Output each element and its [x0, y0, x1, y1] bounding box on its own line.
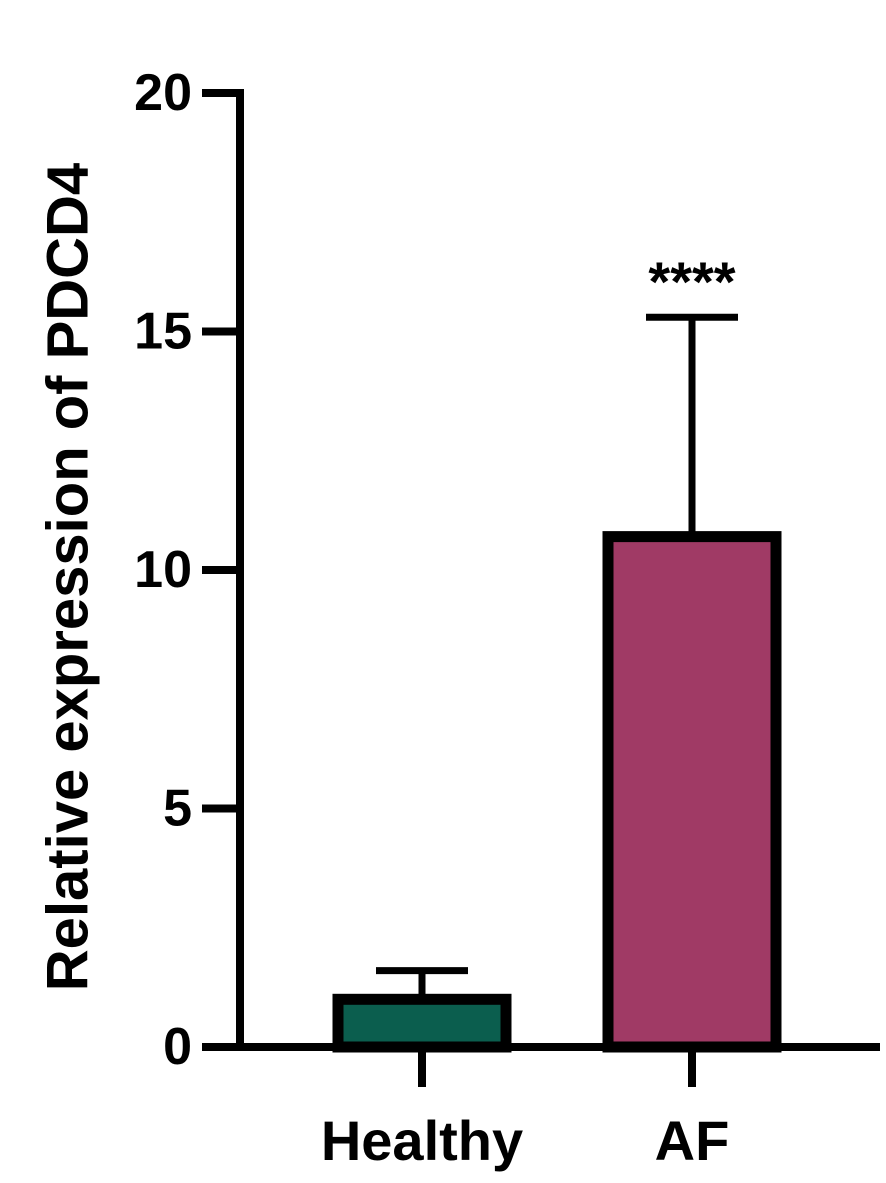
- x-category-label: Healthy: [321, 1109, 523, 1172]
- bar-af: [602, 531, 782, 1053]
- y-tick-label: 5: [163, 780, 192, 838]
- bar-healthy: [332, 993, 512, 1053]
- significance-annotation: ****: [648, 250, 735, 313]
- bars: [332, 313, 782, 1053]
- axes: [236, 89, 880, 1087]
- x-categories: Healthy AF: [321, 1109, 729, 1172]
- y-tick-label: 20: [134, 64, 192, 122]
- y-tick-label: 0: [163, 1018, 192, 1076]
- y-ticks: 0 5 10 15 20: [134, 64, 240, 1076]
- y-tick-label: 15: [134, 303, 192, 361]
- y-axis-label: Relative expression of PDCD4: [35, 163, 100, 991]
- x-category-label: AF: [655, 1109, 730, 1172]
- annotations: ****: [648, 250, 735, 313]
- y-tick-label: 10: [134, 541, 192, 599]
